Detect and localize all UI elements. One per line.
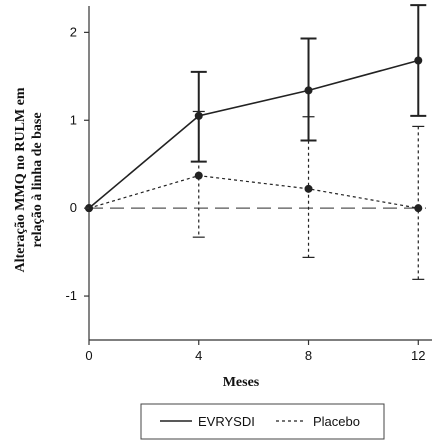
data-point-evrysdi [304,86,313,95]
x-axis-title: Meses [223,375,260,390]
data-point-evrysdi [194,111,203,120]
series-layer [85,4,427,280]
series-placebo [85,110,425,280]
data-point-evrysdi [414,56,423,65]
y-axis-title: Alteração MMQ no RULM em relação à linha… [13,87,45,272]
y-tick-label: 0 [70,200,77,215]
series-line-evrysdi [88,59,419,209]
y-tick-label: -1 [65,288,77,303]
x-tick-label: 4 [195,348,202,363]
x-tick-label: 0 [85,348,92,363]
data-point-placebo [194,171,203,180]
legend-label-placebo: Placebo [313,414,360,429]
data-point-placebo [414,204,423,213]
y-axis-title-line-1: Alteração MMQ no RULM em [13,87,28,272]
x-tick-label: 12 [411,348,425,363]
y-tick-label: 1 [70,112,77,127]
legend-box [140,403,385,440]
series-evrysdi [85,4,427,213]
legend-label-evrysdi: EVRYSDI [198,414,255,429]
x-tick-label: 8 [305,348,312,363]
legend: EVRYSDI Placebo [140,403,385,440]
series-line-placebo [88,175,419,209]
y-axis-title-line-2: relação à linha de base [30,112,45,247]
data-point-placebo [304,184,313,193]
y-tick-label: 2 [70,24,77,39]
axes [88,6,432,341]
